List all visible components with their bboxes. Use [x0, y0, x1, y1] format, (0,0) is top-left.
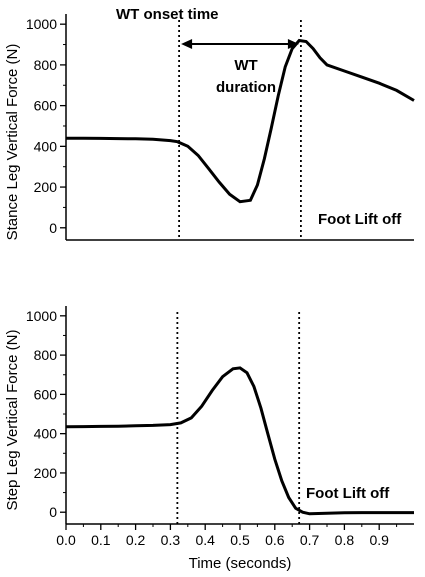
step-ytick-label: 200 [34, 465, 58, 481]
step-ytick-label: 800 [34, 347, 58, 363]
step-xtick-label: 0.8 [335, 532, 355, 548]
step-ytick-label: 400 [34, 426, 58, 442]
wt-duration-arrow [181, 39, 299, 49]
stance-ytick-label: 1000 [26, 16, 57, 32]
x-axis-label: Time (seconds) [189, 555, 292, 572]
step-liftoff-label: Foot Lift off [306, 485, 390, 502]
step-xtick-label: 0.2 [126, 532, 146, 548]
step-xtick-label: 0.3 [161, 532, 181, 548]
stance-ytick-label: 0 [49, 220, 57, 236]
wt-duration-label-1: WT [234, 57, 257, 74]
step-panel: 0 200 400 600 800 1000 0.0 0.1 0.2 0.3 0.4 0.5 0.6 0… [4, 306, 414, 572]
step-y-axis-label: Step Leg Vertical Force (N) [4, 330, 21, 511]
step-xtick-label: 0.7 [300, 532, 320, 548]
stance-panel: 0 200 400 600 800 1000 WT onset time WT durat… [4, 6, 415, 241]
stance-ytick-label: 600 [34, 98, 58, 114]
wt-duration-label-2: duration [216, 79, 276, 96]
step-xtick-label: 0.1 [91, 532, 111, 548]
wt-onset-label: WT onset time [116, 6, 219, 23]
stance-liftoff-label: Foot Lift off [318, 211, 402, 228]
step-force-series [65, 366, 414, 516]
step-xtick-label: 0.5 [230, 532, 250, 548]
stance-ytick-label: 800 [34, 57, 58, 73]
step-xtick-label: 0.9 [369, 532, 389, 548]
step-ytick-label: 600 [34, 386, 58, 402]
stance-y-axis-label: Stance Leg Vertical Force (N) [4, 44, 21, 241]
stance-ytick-label: 400 [34, 138, 58, 154]
stance-force-series [66, 38, 415, 204]
step-xtick-label: 0.0 [56, 532, 76, 548]
step-xtick-label: 0.4 [195, 532, 215, 548]
step-xtick-label: 0.6 [265, 532, 285, 548]
stance-ytick-label: 200 [34, 179, 58, 195]
step-ytick-label: 0 [49, 504, 57, 520]
step-ytick-label: 1000 [26, 308, 57, 324]
